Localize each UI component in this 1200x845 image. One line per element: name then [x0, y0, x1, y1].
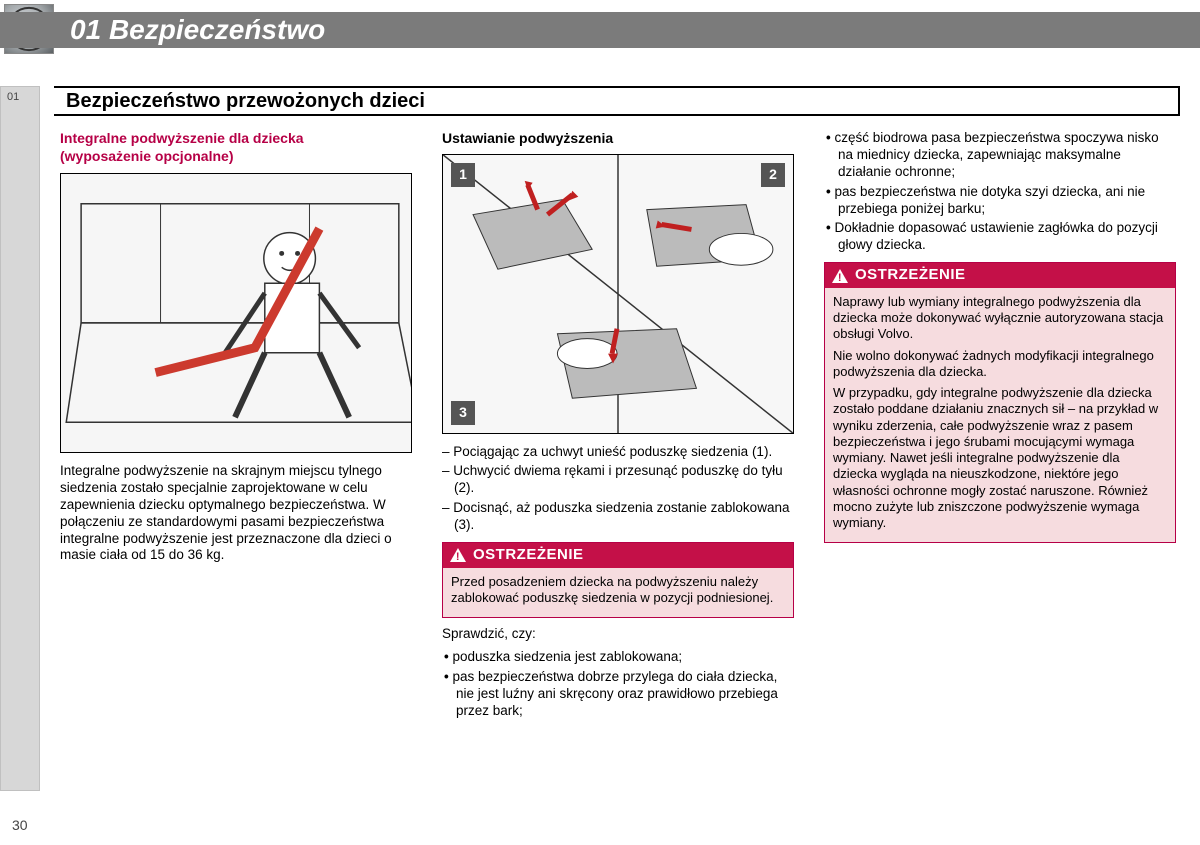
- warning-body: Naprawy lub wymiany integralnego podwyżs…: [825, 288, 1175, 543]
- col2-heading: Ustawianie podwyższenia: [442, 130, 794, 148]
- warning-label: OSTRZEŻENIE: [855, 266, 966, 285]
- step-label-2: 2: [761, 163, 785, 187]
- section-title-bar: Bezpieczeństwo przewożonych dzieci: [54, 86, 1180, 116]
- warning-header: ! OSTRZEŻENIE: [825, 263, 1175, 288]
- column-1: Integralne podwyższenie dla dziecka (wyp…: [60, 130, 412, 728]
- chapter-header: 01 Bezpieczeństwo: [0, 12, 1200, 48]
- warning-p3: W przypadku, gdy integralne podwyższenie…: [833, 385, 1167, 531]
- warning-body: Przed posadzeniem dziecka na podwyższeni…: [443, 568, 793, 618]
- check-item: pas bezpieczeństwa dobrze przylega do ci…: [442, 669, 794, 720]
- warning-p2: Nie wolno dokonywać żadnych modyfikacji …: [833, 348, 1167, 381]
- check-list: poduszka siedzenia jest zablokowana; pas…: [442, 649, 794, 720]
- col1-heading-line1: Integralne podwyższenie dla dziecka: [60, 130, 412, 148]
- sidebar-tab: 01: [0, 86, 40, 791]
- col1-heading-line2: (wyposażenie opcjonalne): [60, 148, 412, 166]
- warning-triangle-icon: !: [831, 268, 849, 284]
- warning-box-1: ! OSTRZEŻENIE Przed posadzeniem dziecka …: [442, 542, 794, 618]
- step-list: Pociągając za uchwyt unieść poduszkę sie…: [442, 444, 794, 534]
- step-label-1: 1: [451, 163, 475, 187]
- warning-label: OSTRZEŻENIE: [473, 546, 584, 565]
- check-item: poduszka siedzenia jest zablokowana;: [442, 649, 794, 666]
- warning-box-2: ! OSTRZEŻENIE Naprawy lub wymiany integr…: [824, 262, 1176, 543]
- chapter-title: 01 Bezpieczeństwo: [70, 14, 325, 46]
- check-intro: Sprawdzić, czy:: [442, 626, 794, 643]
- section-title: Bezpieczeństwo przewożonych dzieci: [66, 90, 425, 113]
- step-label-3: 3: [451, 401, 475, 425]
- bullet-item: Dokładnie dopasować ustawienie zagłówka …: [824, 220, 1176, 254]
- step-item: Pociągając za uchwyt unieść poduszkę sie…: [442, 444, 794, 461]
- col3-bullets: część biodrowa pasa bezpieczeństwa spocz…: [824, 130, 1176, 254]
- tab-number: 01: [7, 91, 19, 103]
- warning-triangle-icon: !: [449, 547, 467, 563]
- warning-header: ! OSTRZEŻENIE: [443, 543, 793, 568]
- column-3: część biodrowa pasa bezpieczeństwa spocz…: [824, 130, 1176, 728]
- col1-heading: Integralne podwyższenie dla dziecka (wyp…: [60, 130, 412, 165]
- column-2: Ustawianie podwyższenia: [442, 130, 794, 728]
- figure-child-seat: [60, 173, 412, 453]
- step-item: Uchwycić dwiema rękami i przesunąć podus…: [442, 463, 794, 497]
- chapter-number: 01: [70, 14, 101, 45]
- warning-text: Przed posadzeniem dziecka na podwyższeni…: [451, 574, 785, 607]
- col1-paragraph: Integralne podwyższenie na skrajnym miej…: [60, 463, 412, 564]
- bullet-item: część biodrowa pasa bezpieczeństwa spocz…: [824, 130, 1176, 181]
- svg-text:!: !: [456, 551, 460, 563]
- bullet-item: pas bezpieczeństwa nie dotyka szyi dziec…: [824, 184, 1176, 218]
- svg-text:!: !: [838, 272, 842, 284]
- content-columns: Integralne podwyższenie dla dziecka (wyp…: [60, 130, 1180, 728]
- page-number: 30: [12, 817, 28, 833]
- warning-p1: Naprawy lub wymiany integralnego podwyżs…: [833, 294, 1167, 343]
- figure-steps: 1 2 3: [442, 154, 794, 434]
- step-item: Docisnąć, aż poduszka siedzenia zostanie…: [442, 500, 794, 534]
- chapter-name: Bezpieczeństwo: [109, 14, 325, 45]
